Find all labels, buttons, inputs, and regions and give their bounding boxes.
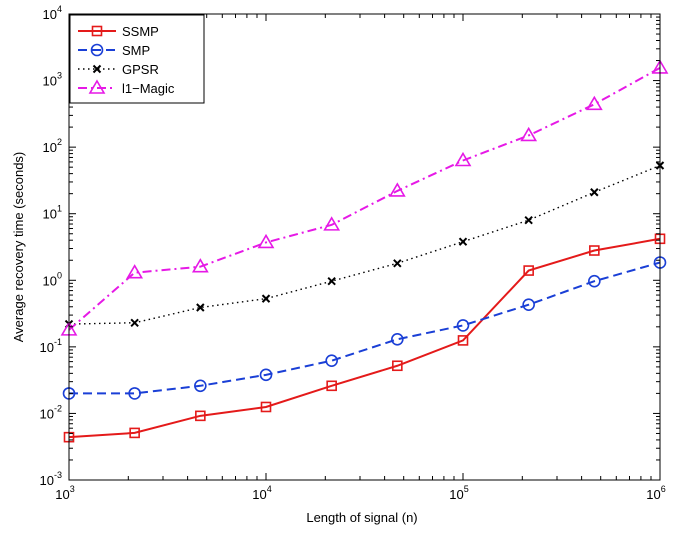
data-point-ssmp [260, 401, 272, 413]
data-point-ssmp [523, 265, 534, 276]
legend-label-gpsr: GPSR [122, 62, 159, 77]
y-axis-label: Average recovery time (seconds) [11, 152, 26, 343]
plot-frame [68, 13, 661, 481]
y-tick-label: 100 [43, 270, 62, 288]
y-tick-label: 10-1 [40, 337, 62, 355]
legend-marker-gpsr [92, 64, 102, 74]
x-tick-label: 104 [252, 484, 271, 502]
data-point-l1-magic [257, 233, 275, 249]
data-point-ssmp [326, 380, 337, 392]
series-line-smp [69, 261, 661, 395]
data-point-smp [128, 387, 141, 400]
axes: 103 104 105 106 10-3 10-2 10-1 100 101 102 103 104 [40, 4, 666, 502]
series-line-gpsr [68, 164, 661, 325]
legend: SSMP SMP GPSR l1−Magic [69, 14, 205, 104]
data-point-smp [391, 332, 404, 346]
data-point-gpsr [524, 215, 533, 225]
y-tick-label: 103 [43, 71, 62, 89]
legend-label-smp: SMP [122, 43, 150, 58]
legend-label-ssmp: SSMP [122, 24, 159, 39]
data-point-ssmp [195, 410, 206, 422]
series-smp [62, 256, 667, 400]
series-line-ssmp [68, 237, 661, 439]
data-point-ssmp [392, 360, 403, 372]
data-point-l1-magic [323, 216, 341, 231]
data-point-smp [522, 298, 535, 311]
data-point-smp [259, 368, 273, 382]
y-tick-label: 10-3 [40, 470, 62, 488]
data-point-gpsr [261, 294, 271, 303]
legend-label-l1-magic: l1−Magic [122, 81, 175, 96]
data-point-l1-magic [585, 95, 603, 111]
y-tick-label: 104 [43, 4, 62, 22]
data-point-ssmp [457, 335, 469, 346]
data-point-smp [194, 379, 207, 393]
x-tick-label: 105 [449, 484, 468, 502]
data-point-ssmp [129, 427, 140, 439]
data-point-gpsr [130, 318, 139, 327]
legend-marker-l1-magic [88, 79, 106, 94]
data-point-gpsr [458, 237, 468, 246]
y-tick-label: 101 [43, 204, 62, 222]
data-point-smp [588, 274, 601, 288]
x-axis-label: Length of signal (n) [306, 510, 417, 525]
data-point-smp [456, 319, 470, 332]
plot-area [60, 59, 669, 443]
series-ssmp [63, 233, 666, 443]
series-gpsr [64, 161, 665, 329]
data-point-l1-magic [454, 151, 472, 167]
data-point-smp [325, 354, 338, 367]
data-point-ssmp [589, 245, 600, 256]
y-tick-label: 10-2 [40, 403, 62, 421]
data-point-gpsr [590, 188, 599, 197]
data-point-l1-magic [126, 264, 144, 279]
legend-marker-ssmp [91, 25, 103, 37]
x-tick-label: 103 [55, 484, 74, 502]
series-line-l1-magic [68, 67, 661, 331]
data-point-l1-magic [191, 258, 209, 273]
data-point-gpsr [196, 303, 205, 312]
data-point-gpsr [327, 276, 336, 286]
data-point-l1-magic [388, 182, 406, 197]
data-point-gpsr [393, 259, 402, 268]
data-point-l1-magic [520, 126, 538, 142]
x-tick-label: 106 [646, 484, 665, 502]
y-tick-label: 102 [43, 137, 62, 155]
legend-marker-smp [90, 43, 104, 57]
